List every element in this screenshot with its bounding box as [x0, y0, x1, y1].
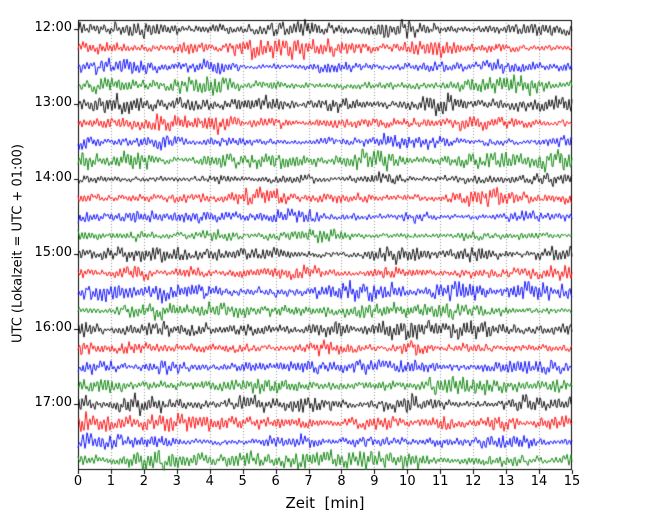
x-tick-label: 10 — [399, 474, 416, 489]
x-tick-label: 8 — [337, 474, 346, 489]
x-tick-label: 15 — [563, 474, 581, 489]
y-tick-label: 13:00 — [34, 95, 72, 111]
x-tick-label: 2 — [139, 474, 148, 489]
x-tick-label: 9 — [370, 474, 379, 489]
x-tick-label: 6 — [271, 474, 280, 489]
x-tick-label: 13 — [497, 474, 515, 489]
x-axis-label: Zeit [min] — [285, 494, 365, 512]
x-tick-label: 7 — [304, 474, 313, 489]
x-tick-label: 14 — [530, 474, 548, 489]
y-axis-label: UTC (Lokalzeit = UTC + 01:00) — [10, 144, 26, 343]
y-tick-label: 17:00 — [34, 395, 72, 411]
x-tick-label: 4 — [205, 474, 214, 489]
x-tick-label: 0 — [73, 474, 83, 489]
x-tick-label: 1 — [106, 474, 116, 489]
x-tick-label: 5 — [238, 474, 247, 489]
y-tick-label: 14:00 — [34, 170, 72, 186]
x-tick-label: 3 — [172, 474, 181, 489]
x-tick-label: 12 — [464, 474, 482, 489]
y-tick-label: 15:00 — [34, 245, 72, 261]
y-tick-label: 16:00 — [34, 320, 72, 336]
x-tick-label: 11 — [431, 474, 449, 489]
y-tick-label: 12:00 — [34, 20, 72, 36]
